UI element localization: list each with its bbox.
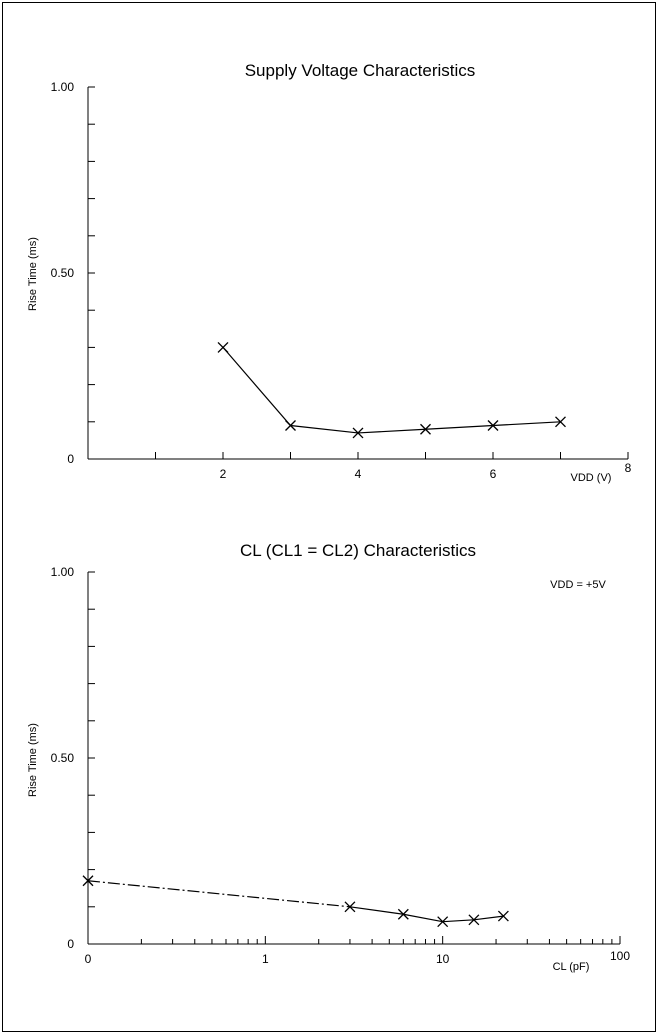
chart2-title: CL (CL1 = CL2) Characteristics (240, 541, 476, 560)
chart2-vdd-annotation: VDD = +5V (550, 579, 606, 591)
chart2-x-axis-label: CL (pF) (553, 961, 590, 973)
chart2-data-point-stroke-b (497, 910, 509, 922)
chart2-y-tick-label: 0.50 (51, 751, 75, 765)
chart2-x-tick-label: 1 (262, 952, 269, 966)
chart1-x-tick-label: 8 (625, 461, 632, 475)
chart2-data-point (344, 901, 356, 913)
chart1-data-point-stroke-b (217, 341, 229, 353)
chart1-data-point (555, 416, 566, 428)
chart1-y-tick-label: 1.00 (51, 80, 75, 94)
chart1-data-point (487, 420, 499, 431)
chart1-data-point-stroke-b (352, 427, 364, 439)
chart1-x-axis-label: VDD (V) (571, 472, 612, 484)
chart1-data-point-stroke-b (555, 416, 566, 428)
chart2-data-point-stroke-b (82, 875, 94, 887)
chart2-x-tick-label: 100 (610, 949, 630, 963)
chart1-data-point (352, 427, 364, 439)
chart2-x-tick-label: 0 (85, 952, 92, 966)
chart1-axes (87, 87, 628, 460)
chart2-data-point-stroke-b (468, 914, 480, 926)
chart1-title: Supply Voltage Characteristics (245, 61, 476, 80)
chart1-y-axis-label: Rise Time (ms) (27, 237, 39, 311)
chart2-data-point (437, 916, 449, 928)
chart2-y-axis-label: Rise Time (ms) (27, 723, 39, 797)
chart1-x-tick-label: 6 (490, 467, 497, 481)
chart2-data-point-stroke-b (397, 908, 409, 920)
chart2-data-point-stroke-b (437, 916, 449, 928)
chart1-data-point (285, 420, 296, 431)
chart1-data-point (217, 341, 229, 353)
chart1-x-tick-label: 4 (355, 467, 362, 481)
chart1-ticks: 0 0.50 1.00 2 4 6 8 (51, 80, 632, 481)
chart2-series-line (349, 906, 504, 923)
chart1-data-point-stroke-b (420, 423, 431, 435)
chart2-data-point (468, 914, 480, 926)
chart2-plot-area (82, 875, 509, 928)
chart1-data-point-stroke-b (487, 420, 499, 431)
chart2-data-point (397, 908, 409, 920)
chart2-data-point-stroke-b (344, 901, 356, 913)
chart2-data-point (82, 875, 94, 887)
chart1-plot-area (217, 341, 566, 439)
chart1-data-point (420, 423, 431, 435)
chart1-x-tick-label: 2 (220, 467, 227, 481)
chart2-x-tick-label: 10 (436, 952, 450, 966)
chart2-ticks: 0 0.50 1.00 0 1 10 100 (51, 565, 631, 966)
chart1-data-point-stroke-b (285, 420, 296, 431)
chart1-y-tick-label: 0 (67, 452, 74, 466)
chart1-y-tick-label: 0.50 (51, 266, 75, 280)
chart1-series-line (222, 347, 561, 434)
chart2-extrapolated-line (87, 880, 351, 908)
chart2-y-tick-label: 0 (67, 937, 74, 951)
chart2-data-point (497, 910, 509, 922)
chart2-y-tick-label: 1.00 (51, 565, 75, 579)
